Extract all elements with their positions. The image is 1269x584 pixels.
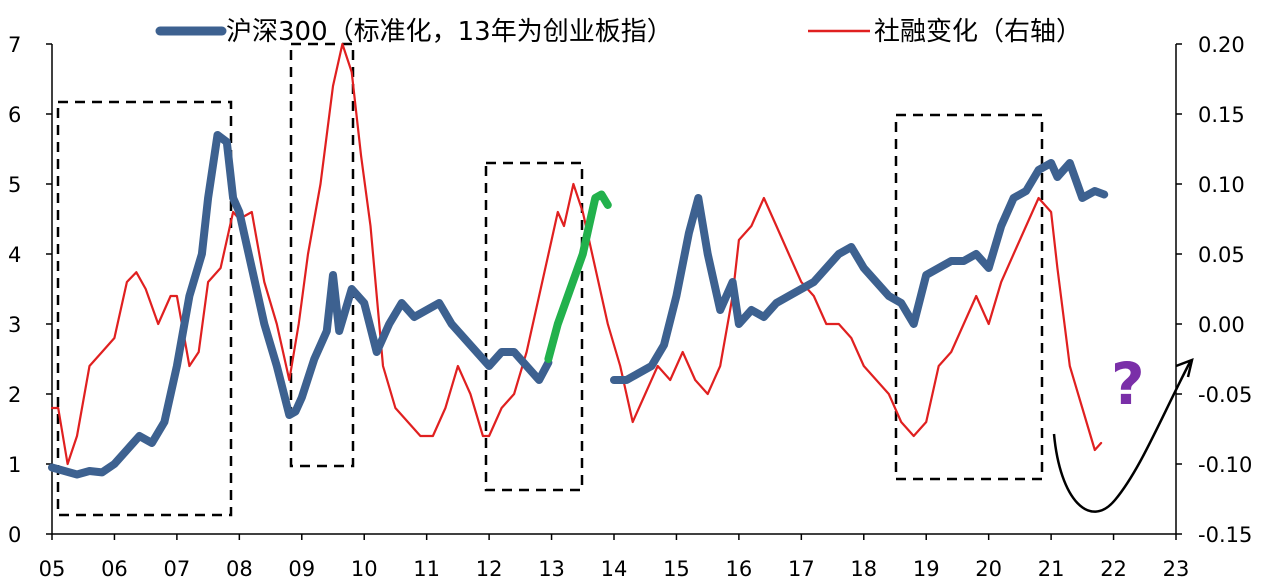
right-axis-ticks: -0.15 -0.10 -0.05 0.00 0.05 0.10 0.15 0.20: [1176, 33, 1252, 547]
series-line-2: [610, 159, 1109, 384]
left-tick-label: 0: [8, 523, 21, 547]
x-tick-label: 06: [101, 557, 128, 581]
x-tick-label: 19: [913, 557, 940, 581]
right-tick-label: -0.10: [1198, 453, 1252, 477]
left-tick-label: 1: [8, 453, 21, 477]
x-tick-label: 09: [288, 557, 315, 581]
left-tick-label: 4: [8, 243, 21, 267]
series-line-0: [48, 131, 553, 479]
question-mark: ?: [1111, 350, 1145, 418]
x-tick-label: 20: [975, 557, 1002, 581]
x-tick-label: 22: [1100, 557, 1127, 581]
right-tick-label: -0.15: [1198, 523, 1252, 547]
left-tick-label: 5: [8, 173, 21, 197]
dashed-box-2005-2008: [56, 100, 233, 517]
arrow-head: [1175, 358, 1194, 378]
series-line-3: [50, 42, 1103, 466]
left-axis-ticks: 0 1 2 3 4 5 6 7: [8, 33, 52, 547]
dashed-box-2009: [289, 42, 355, 468]
x-tick-label: 17: [788, 557, 815, 581]
right-tick-label: 0.10: [1198, 173, 1245, 197]
left-tick-label: 3: [8, 313, 21, 337]
legend: 沪深300（标准化，13年为创业板指） 社融变化（右轴）: [155, 17, 1082, 47]
right-tick-label: 0.00: [1198, 313, 1245, 337]
right-tick-label: 0.05: [1198, 243, 1245, 267]
x-tick-label: 07: [164, 557, 191, 581]
x-tick-label: 21: [1038, 557, 1065, 581]
trend-arrow: [1052, 361, 1192, 513]
x-tick-label: 18: [850, 557, 877, 581]
x-tick-label: 14: [601, 557, 628, 581]
x-tick-label: 23: [1163, 557, 1190, 581]
right-tick-label: -0.05: [1198, 383, 1252, 407]
legend-label-hs300: 沪深300（标准化，13年为创业板指）: [226, 17, 673, 47]
right-tick-label: 0.15: [1198, 103, 1245, 127]
x-tick-label: 08: [226, 557, 253, 581]
x-tick-label: 13: [538, 557, 565, 581]
x-tick-label: 05: [39, 557, 66, 581]
x-axis-ticks: 05 06 07 08 09 10 11 12 13 14 15 16 17 18 19 20 21 22 23: [39, 534, 1190, 581]
right-tick-label: 0.20: [1198, 33, 1245, 57]
series-layer: [48, 42, 1109, 479]
legend-label-social-financing: 社融变化（右轴）: [874, 17, 1082, 47]
left-tick-label: 6: [8, 103, 21, 127]
left-tick-label: 7: [8, 33, 21, 57]
x-tick-label: 15: [663, 557, 690, 581]
x-tick-label: 11: [413, 557, 440, 581]
x-tick-label: 10: [351, 557, 378, 581]
x-tick-label: 12: [476, 557, 503, 581]
left-tick-label: 2: [8, 383, 21, 407]
series-line-1: [544, 190, 612, 363]
dashed-box-2012-2013: [484, 161, 584, 492]
x-tick-label: 16: [726, 557, 753, 581]
dashed-boxes: [56, 42, 1044, 517]
